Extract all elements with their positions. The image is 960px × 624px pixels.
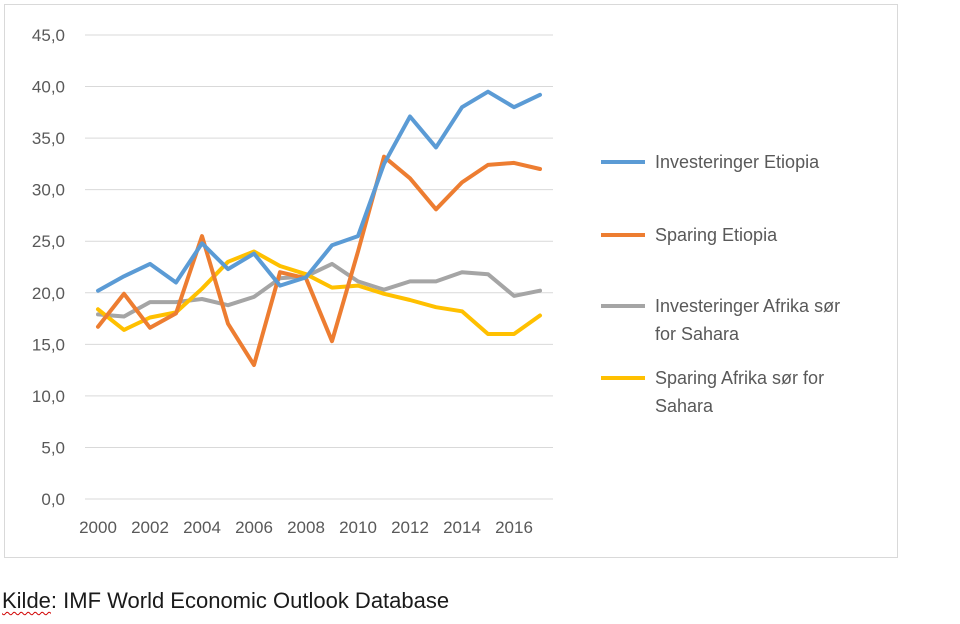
legend-entry: Investeringer Afrika sør for Sahara (601, 296, 840, 344)
series-line (96, 154, 542, 367)
y-tick-label: 10,0 (32, 387, 65, 406)
series-lines (96, 89, 542, 367)
y-tick-label: 15,0 (32, 335, 65, 354)
x-tick-label: 2012 (391, 518, 429, 537)
y-tick-label: 20,0 (32, 284, 65, 303)
y-tick-label: 25,0 (32, 232, 65, 251)
legend-entry: Sparing Etiopia (601, 225, 778, 245)
legend-label: Sparing Afrika sør for Sahara (655, 368, 824, 416)
x-tick-label: 2004 (183, 518, 221, 537)
legend-label: Investeringer Afrika sør for Sahara (655, 296, 840, 344)
x-tick-label: 2016 (495, 518, 533, 537)
y-tick-label: 45,0 (32, 26, 65, 45)
x-tick-label: 2014 (443, 518, 481, 537)
line-chart: 0,0 5,0 10,0 15,0 20,0 25,0 30,0 35,0 40,0 45,0 2… (32, 26, 840, 537)
y-tick-label: 0,0 (41, 490, 65, 509)
source-prefix: Kilde (2, 588, 51, 613)
y-tick-label: 35,0 (32, 129, 65, 148)
x-tick-label: 2008 (287, 518, 325, 537)
series-line (96, 261, 542, 319)
y-tick-label: 30,0 (32, 181, 65, 200)
x-tick-label: 2010 (339, 518, 377, 537)
y-tick-label: 40,0 (32, 78, 65, 97)
x-tick-label: 2002 (131, 518, 169, 537)
y-tick-label: 5,0 (41, 438, 65, 457)
legend: Investeringer Etiopia Sparing Etiopia Inve… (601, 152, 840, 416)
source-note: Kilde: IMF World Economic Outlook Databa… (2, 588, 449, 614)
x-tick-label: 2000 (79, 518, 117, 537)
gridlines (85, 34, 553, 500)
legend-label: Sparing Etiopia (655, 225, 778, 245)
series-line (96, 249, 542, 336)
legend-entry: Investeringer Etiopia (601, 152, 820, 172)
chart-area: 0,0 5,0 10,0 15,0 20,0 25,0 30,0 35,0 40,0 45,0 2… (4, 4, 898, 558)
source-text: : IMF World Economic Outlook Database (50, 588, 450, 613)
legend-entry: Sparing Afrika sør for Sahara (601, 368, 824, 416)
y-axis-tick-labels: 0,0 5,0 10,0 15,0 20,0 25,0 30,0 35,0 40,0 45,0 (32, 26, 65, 509)
legend-label: Investeringer Etiopia (655, 152, 820, 172)
x-tick-label: 2006 (235, 518, 273, 537)
x-axis-tick-labels: 2000 2002 2004 2006 2008 2010 2012 2014 2016 (79, 518, 533, 537)
series-line (96, 89, 542, 293)
